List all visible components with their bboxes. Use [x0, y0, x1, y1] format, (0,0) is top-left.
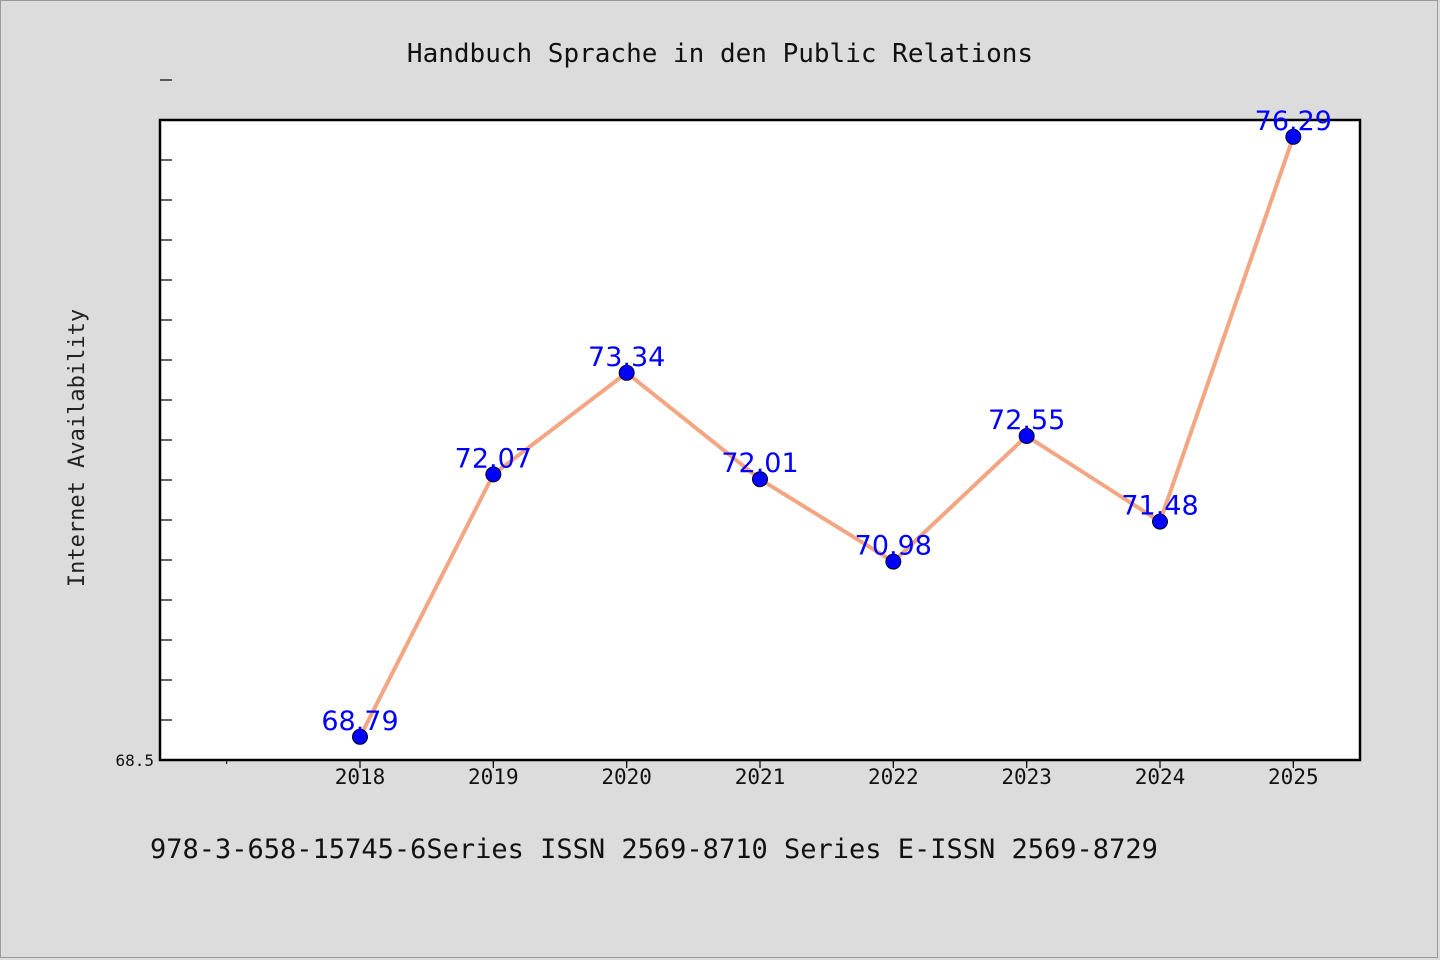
series-line	[358, 136, 1296, 738]
data-point	[352, 728, 368, 745]
data-point	[1285, 128, 1302, 145]
data-point	[1152, 513, 1168, 530]
data-label: 68.79	[321, 706, 398, 737]
data-point	[752, 471, 768, 488]
chart-title: Handbuch Sprache in den Public Relations	[407, 39, 1033, 69]
data-label: 76.29	[1255, 106, 1332, 137]
data-point	[885, 553, 902, 570]
x-tick-label: 2021	[735, 765, 786, 789]
x-tick-label: 2025	[1268, 765, 1319, 789]
y-axis-label: Internet Availability	[65, 309, 90, 587]
x-tick-label: 2023	[1001, 765, 1052, 789]
data-label: 73.34	[588, 342, 665, 373]
x-tick-label: 2020	[601, 765, 652, 789]
data-label: 72.01	[721, 448, 798, 479]
plot-area	[158, 118, 1362, 762]
data-point	[618, 364, 635, 381]
data-label: 72.07	[455, 443, 532, 474]
data-point	[485, 466, 502, 483]
data-label: 72.55	[988, 405, 1065, 436]
y-tick-label: 68.5	[115, 751, 154, 770]
x-tick-label: 2018	[335, 765, 386, 789]
x-tick-label: 2019	[468, 765, 519, 789]
data-label: 70.98	[855, 531, 932, 562]
isbn-issn-caption: 978-3-658-15745-6Series ISSN 2569-8710 S…	[150, 834, 1158, 865]
x-tick-label: 2022	[868, 765, 919, 789]
data-label: 71.48	[1121, 491, 1198, 522]
data-point	[1018, 428, 1035, 444]
x-tick-label: 2024	[1135, 765, 1186, 789]
